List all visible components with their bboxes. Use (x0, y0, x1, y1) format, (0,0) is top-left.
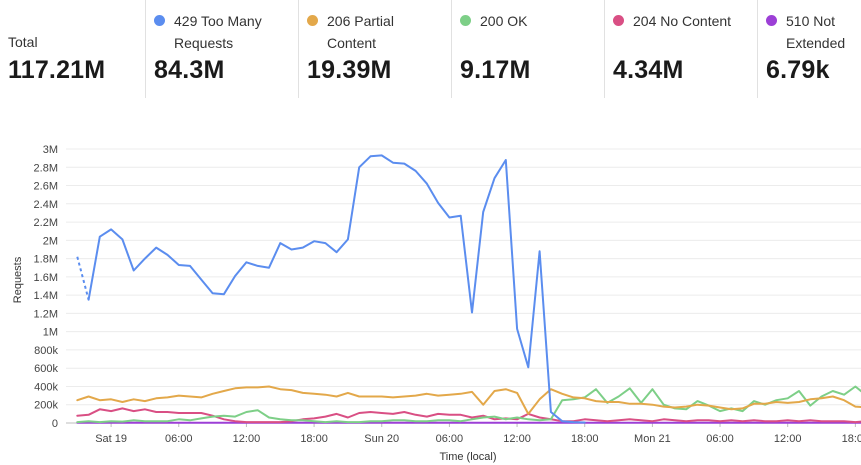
x-tick-label: Sat 19 (95, 433, 127, 445)
y-tick-label: 1.8M (34, 254, 58, 266)
grid-lines (66, 148, 861, 424)
x-axis-ticks: Sat 19 06:00 12:00 18:00 Sun 20 06:00 12:00 18:… (95, 423, 861, 445)
legend-card-206[interactable]: 206 Partial Content 19.39M (298, 0, 451, 98)
y-tick-label: 1M (43, 327, 58, 339)
legend-value-204: 4.34M (613, 56, 684, 84)
legend-card-200[interactable]: 200 OK 9.17M (451, 0, 604, 98)
legend-dot-icon (154, 15, 165, 26)
series-lines (76, 154, 861, 424)
x-tick-label: 06:00 (165, 433, 193, 445)
y-tick-label: 600k (34, 363, 58, 375)
y-tick-label: 2.2M (34, 217, 58, 229)
x-tick-label: 18:00 (842, 433, 861, 445)
y-tick-label: 400k (34, 381, 58, 393)
x-tick-label: 06:00 (436, 433, 464, 445)
y-tick-label: 0 (52, 418, 58, 430)
y-axis-label: Requests (12, 256, 24, 303)
x-tick-label: 06:00 (706, 433, 734, 445)
x-tick-label: 18:00 (571, 433, 599, 445)
legend-value-429: 84.3M (154, 56, 225, 84)
legend-label-429: 429 Too Many Requests (174, 13, 262, 51)
x-tick-label: 18:00 (300, 433, 328, 445)
total-card: Total 117.21M (0, 0, 145, 98)
x-tick-label: Mon 21 (634, 433, 671, 445)
legend-label-206: 206 Partial Content (327, 13, 394, 51)
total-label: Total (8, 34, 38, 50)
y-tick-label: 3M (43, 144, 58, 156)
series-line-429-too-many-requests (87, 154, 586, 424)
legend-value-510: 6.79k (766, 56, 830, 84)
requests-chart[interactable]: 0 200k 400k 600k 800k 1M 1.2M 1.4M 1.6M 1.8M 2M 2.2… (0, 98, 861, 465)
legend-value-206: 19.39M (307, 56, 392, 84)
series-line-429-too-many-requests-dashed (76, 256, 90, 300)
legend-label-510: 510 Not Extended (786, 13, 846, 51)
chart-area[interactable]: 0 200k 400k 600k 800k 1M 1.2M 1.4M 1.6M 1.8M 2M 2.2… (0, 98, 861, 465)
legend-dot-icon (613, 15, 624, 26)
legend-dot-icon (766, 15, 777, 26)
y-tick-label: 2.4M (34, 199, 58, 211)
legend-dot-icon (460, 15, 471, 26)
summary-bar: Total 117.21M 429 Too Many Requests 84.3… (0, 0, 861, 98)
legend-card-204[interactable]: 204 No Content 4.34M (604, 0, 757, 98)
x-tick-label: Sun 20 (364, 433, 399, 445)
x-tick-label: 12:00 (774, 433, 802, 445)
x-axis-label: Time (local) (439, 451, 496, 463)
y-tick-label: 1.2M (34, 308, 58, 320)
y-tick-label: 200k (34, 400, 58, 412)
legend-label-204: 204 No Content (633, 13, 732, 29)
legend-card-510[interactable]: 510 Not Extended 6.79k (757, 0, 861, 98)
y-tick-label: 2.8M (34, 162, 58, 174)
legend-dot-icon (307, 15, 318, 26)
x-tick-label: 12:00 (503, 433, 531, 445)
total-value: 117.21M (8, 56, 106, 84)
legend-label-200: 200 OK (480, 13, 528, 29)
y-tick-label: 2.6M (34, 181, 58, 193)
y-tick-label: 800k (34, 345, 58, 357)
y-axis-ticks: 0 200k 400k 600k 800k 1M 1.2M 1.4M 1.6M 1.8M 2M 2.2… (34, 144, 59, 430)
legend-card-429[interactable]: 429 Too Many Requests 84.3M (145, 0, 298, 98)
x-tick-label: 12:00 (233, 433, 261, 445)
y-tick-label: 1.4M (34, 290, 58, 302)
series-line-206-partial-content (76, 385, 861, 415)
y-tick-label: 1.6M (34, 272, 58, 284)
legend-value-200: 9.17M (460, 56, 531, 84)
y-tick-label: 2M (43, 235, 58, 247)
series-line-200-ok (76, 385, 861, 424)
